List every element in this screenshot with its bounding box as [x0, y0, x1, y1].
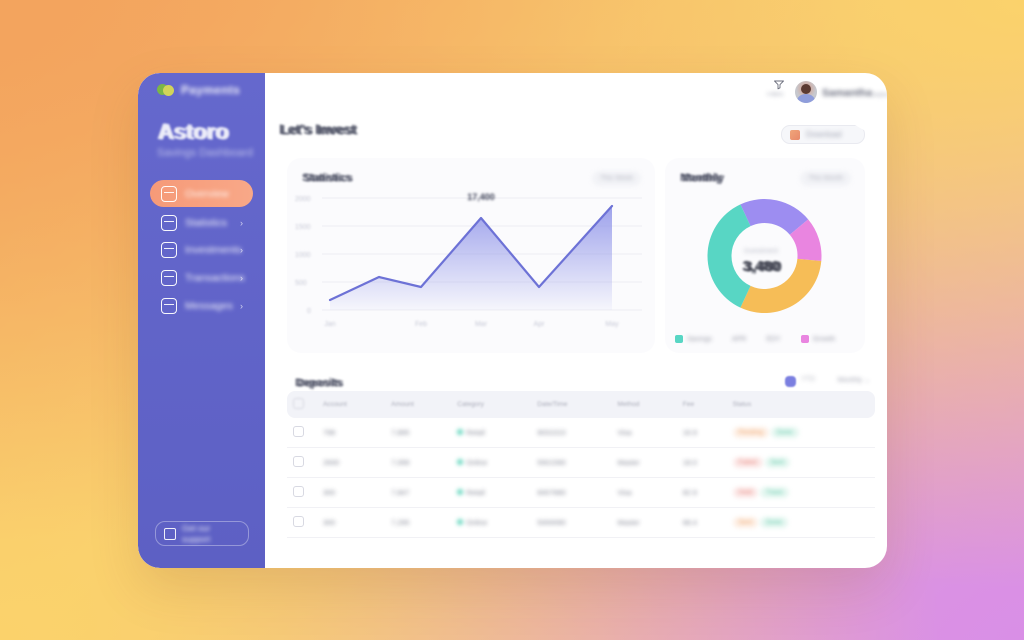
- svg-text:1500: 1500: [295, 224, 311, 231]
- svg-text:May: May: [605, 321, 619, 328]
- svg-text:Apr: Apr: [534, 321, 546, 328]
- svg-text:500: 500: [295, 280, 307, 287]
- svg-text:0: 0: [307, 308, 311, 315]
- svg-text:Jan: Jan: [324, 321, 335, 328]
- svg-text:2000: 2000: [295, 196, 311, 203]
- svg-text:Feb: Feb: [415, 321, 427, 328]
- svg-text:1000: 1000: [295, 252, 311, 259]
- svg-text:17,400: 17,400: [467, 192, 495, 202]
- svg-text:Mar: Mar: [475, 321, 488, 328]
